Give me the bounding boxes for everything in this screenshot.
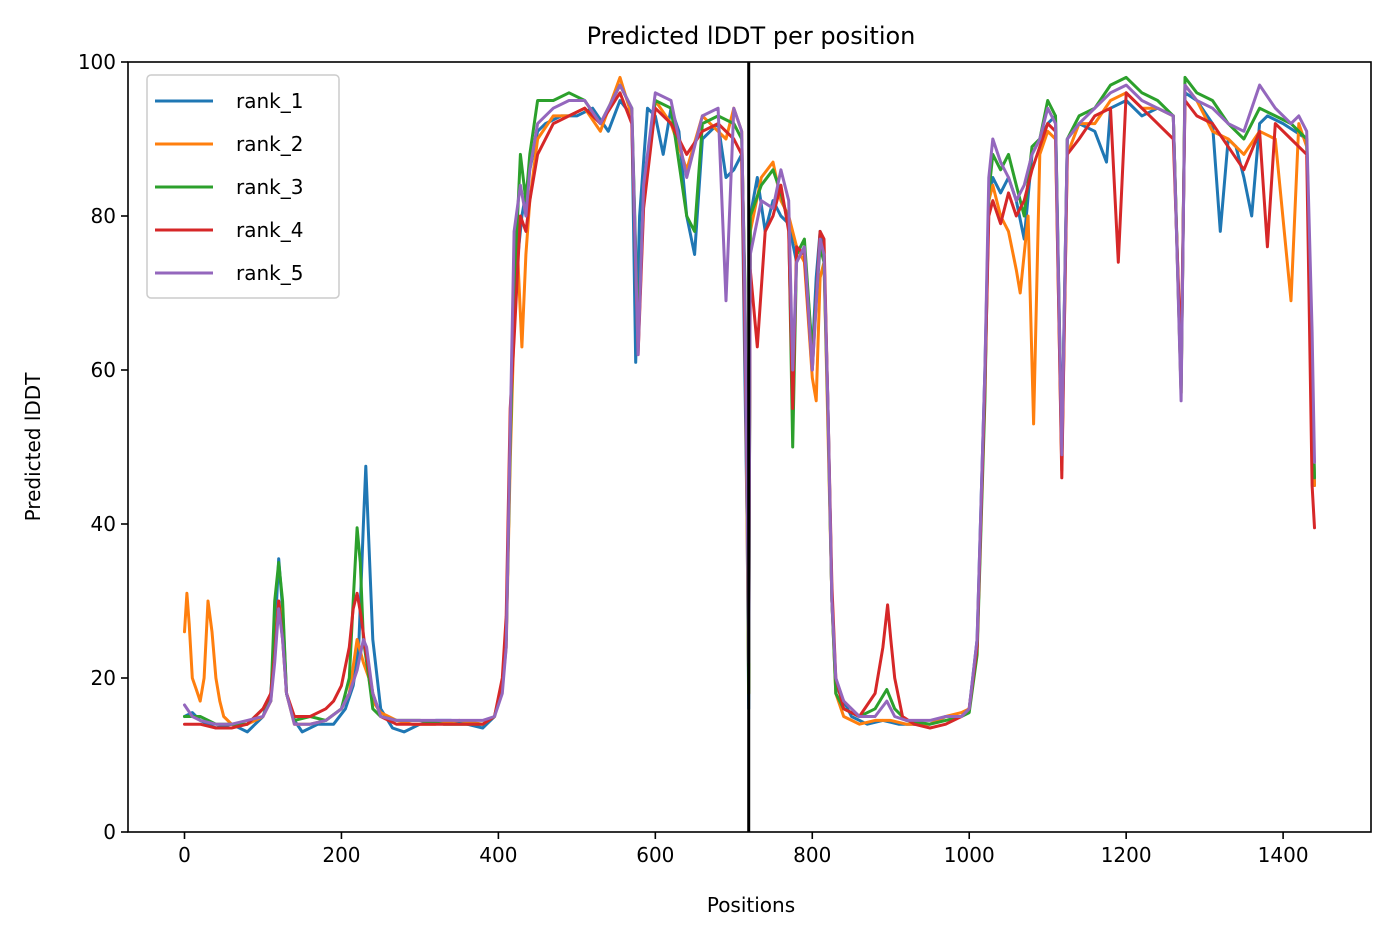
x-tick-label: 1000 <box>944 843 995 867</box>
y-tick-label: 0 <box>103 820 116 844</box>
x-tick-label: 0 <box>178 843 191 867</box>
series-line-rank-4 <box>183 91 1316 730</box>
legend-label: rank_2 <box>236 132 303 156</box>
x-tick-label: 200 <box>322 843 360 867</box>
y-tick-label: 40 <box>91 512 116 536</box>
x-tick-label: 600 <box>636 843 674 867</box>
legend-label: rank_3 <box>236 175 303 199</box>
y-tick-label: 20 <box>91 666 116 690</box>
y-axis-label: Predicted lDDT <box>21 372 45 522</box>
y-tick-label: 80 <box>91 204 116 228</box>
x-tick-label: 400 <box>479 843 517 867</box>
plot-frame <box>127 61 1372 833</box>
y-tick-label: 60 <box>91 358 116 382</box>
plot-area <box>183 62 1316 832</box>
legend: rank_1 rank_2 rank_3 rank_4 rank_5 <box>146 74 340 299</box>
x-tick-label: 1400 <box>1258 843 1309 867</box>
series-line-rank-5 <box>183 83 1316 726</box>
y-axis: 0 20 40 60 80 100 <box>78 50 128 844</box>
chart-title: Predicted lDDT per position <box>587 22 916 50</box>
legend-label: rank_4 <box>236 218 303 242</box>
x-tick-label: 800 <box>793 843 831 867</box>
legend-label: rank_1 <box>236 89 303 113</box>
x-axis: 0 200 400 600 800 1000 1200 1400 <box>178 832 1309 867</box>
x-tick-label: 1200 <box>1101 843 1152 867</box>
legend-label: rank_5 <box>236 261 303 285</box>
x-axis-label: Positions <box>707 893 795 917</box>
y-tick-label: 100 <box>78 50 116 74</box>
legend-box <box>146 74 340 299</box>
